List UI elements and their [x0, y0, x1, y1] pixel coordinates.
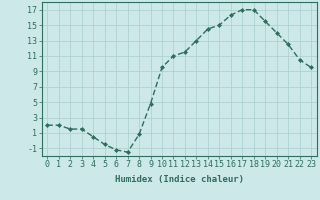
X-axis label: Humidex (Indice chaleur): Humidex (Indice chaleur)	[115, 175, 244, 184]
